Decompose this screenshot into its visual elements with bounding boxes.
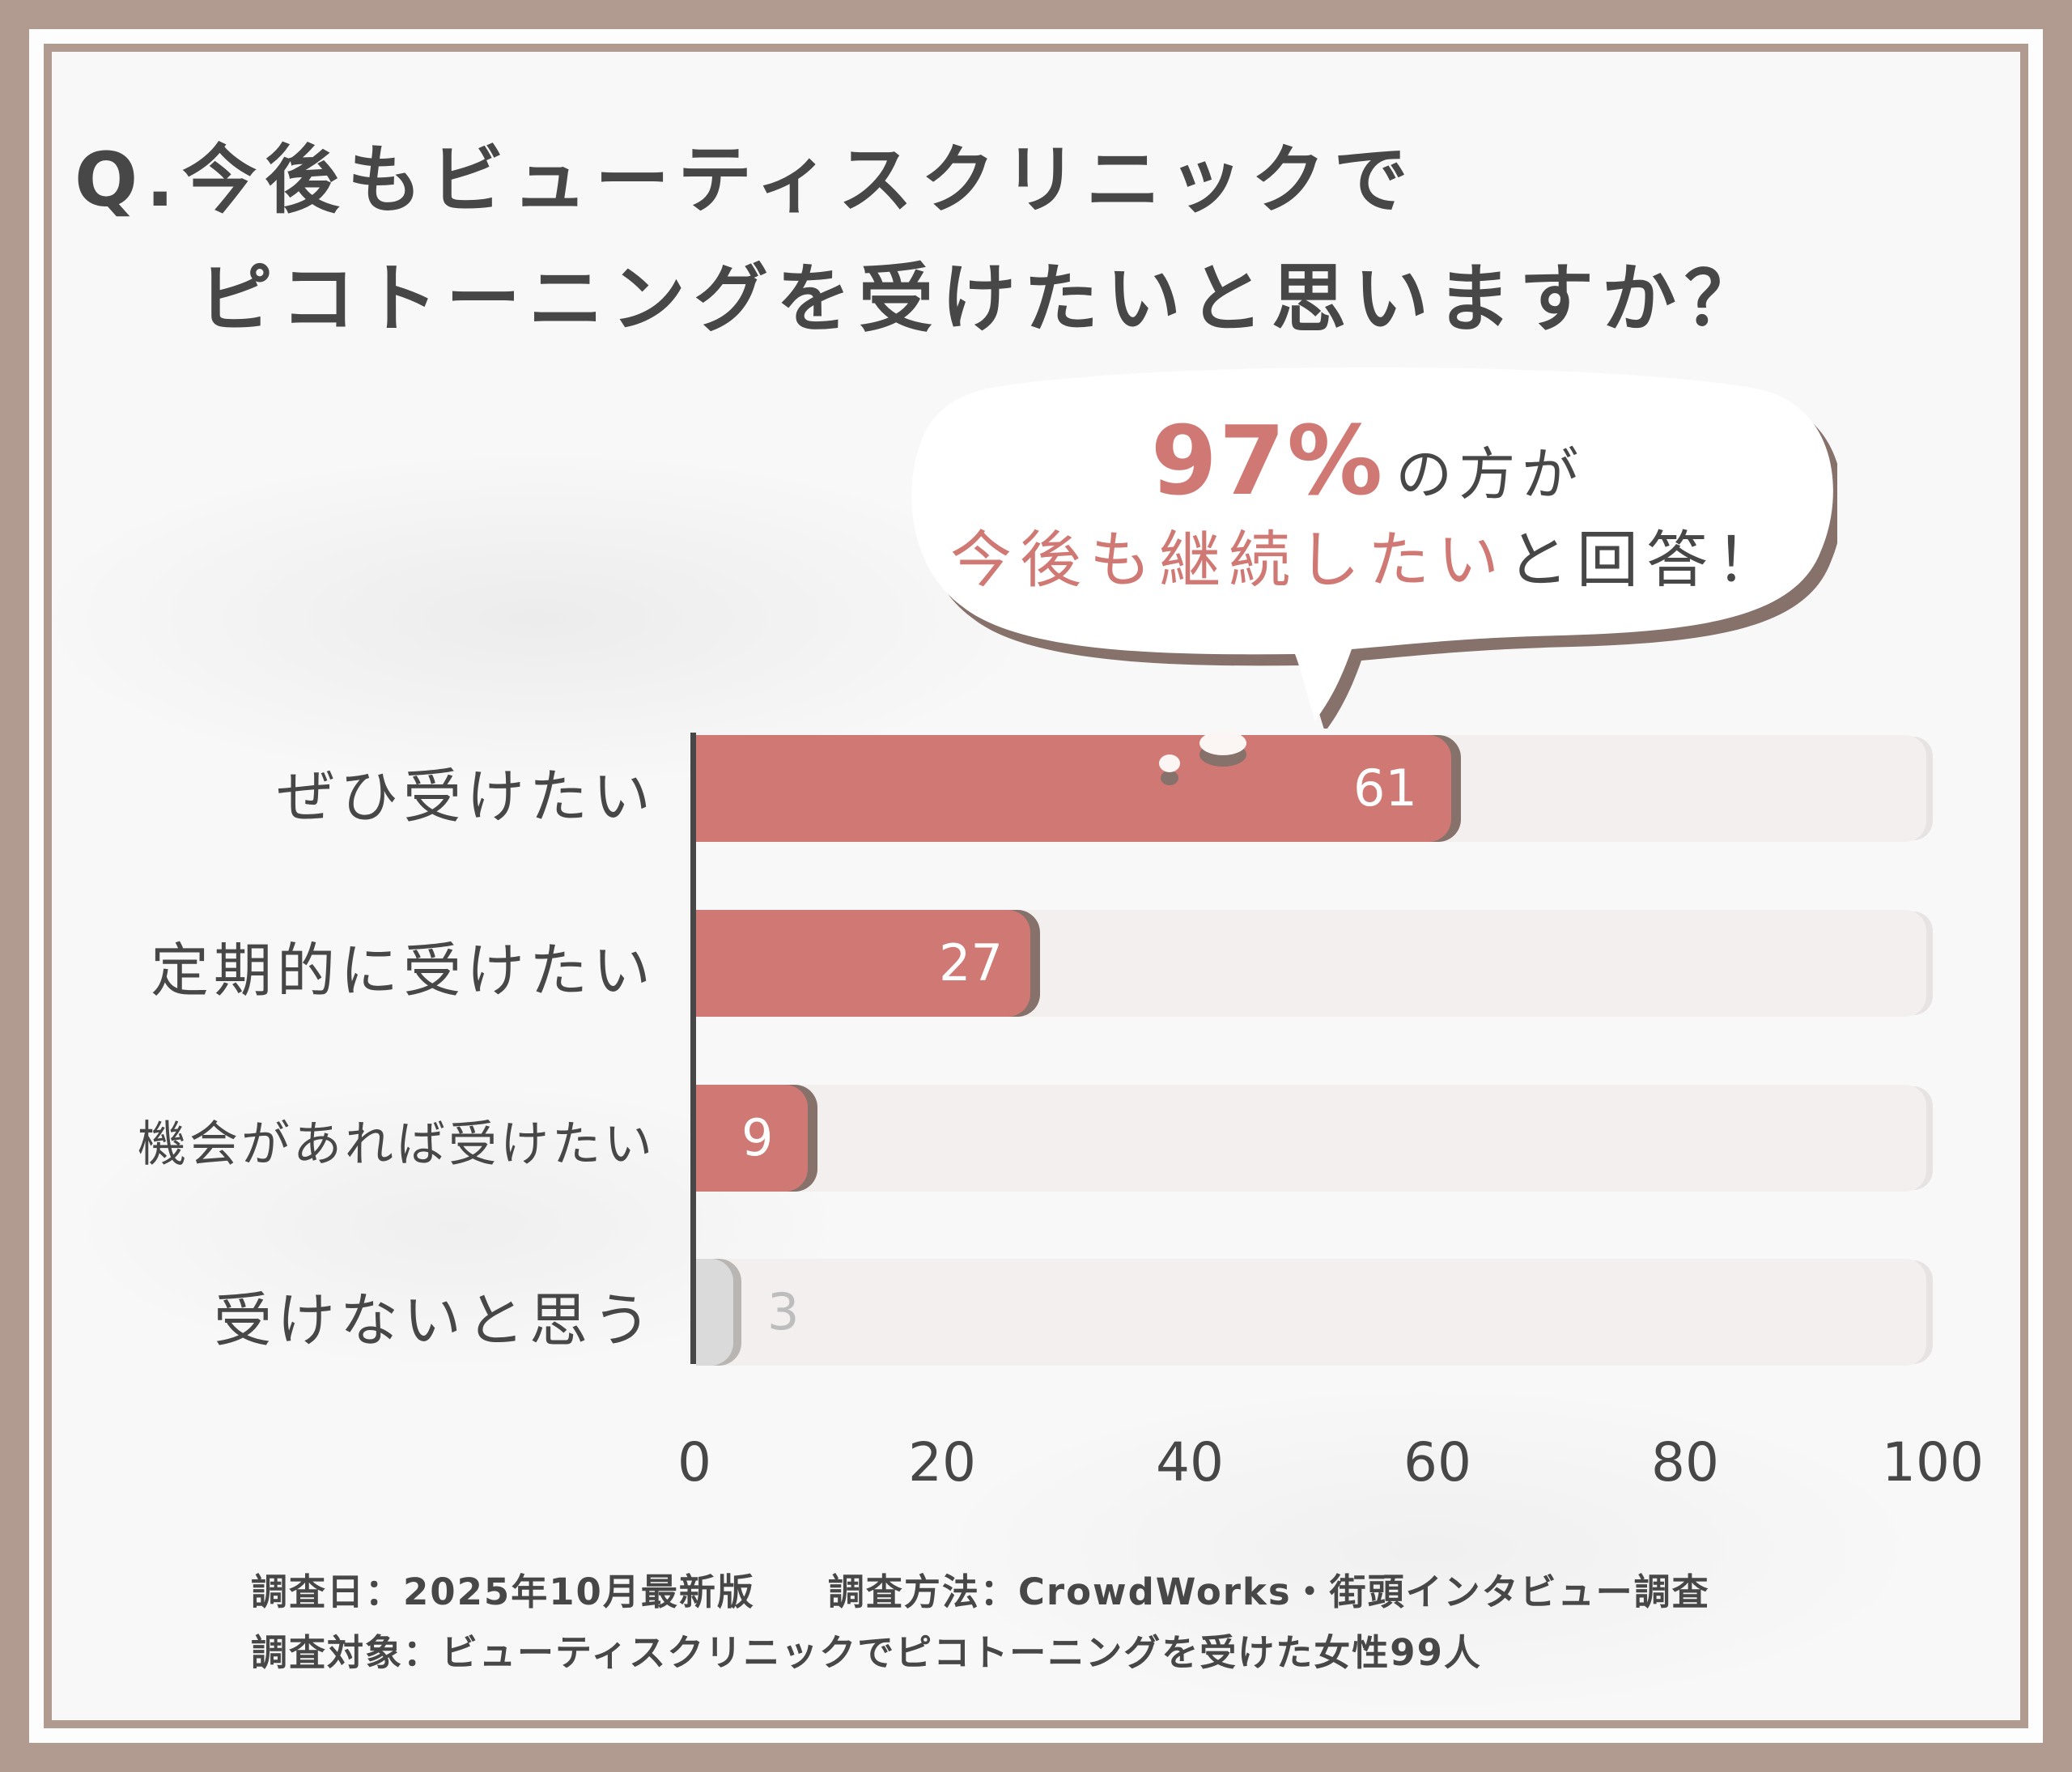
bar-row: 27 [696, 910, 1934, 1017]
survey-method: 調査方法：CrowdWorks・街頭インタビュー調査 [827, 1570, 1710, 1613]
category-label: 機会があれば受けたい [138, 1116, 656, 1173]
speech-bubble-shape-icon [911, 367, 1837, 729]
callout-highlight: 今後も継続したい [950, 524, 1507, 596]
callout-line1: 97% の方が [898, 405, 1837, 516]
bar-ukenai [696, 1259, 733, 1366]
bar-track [696, 1085, 1926, 1192]
x-tick-label: 60 [1403, 1431, 1471, 1494]
callout-percent: 97% [1150, 405, 1385, 516]
bar-kikai [696, 1085, 808, 1192]
droplet-icon [1159, 754, 1180, 772]
survey-date: 調査日：2025年10月最新版 [251, 1570, 755, 1613]
survey-target: 調査対象：ビューティスクリニックでピコトーニングを受けた女性99人 [251, 1631, 1482, 1674]
speech-bubble-callout: 97% の方が 今後も継続したいと回答！ [898, 364, 1837, 729]
bar-value-label: 27 [939, 933, 1003, 992]
callout-line2: 今後も継続したいと回答！ [898, 510, 1837, 599]
x-tick-label: 80 [1651, 1431, 1719, 1494]
x-tick-label: 0 [677, 1431, 711, 1494]
x-tick-label: 100 [1882, 1431, 1984, 1494]
bar-row: 9 [696, 1085, 1934, 1192]
category-label: 受けないと思う [213, 1286, 656, 1354]
bar-value-label: 61 [1353, 759, 1417, 818]
bar-row: 61 [696, 735, 1934, 842]
category-label: 定期的に受けたい [150, 937, 656, 1005]
x-tick-label: 40 [1156, 1431, 1224, 1494]
category-label: ぜひ受けたい [276, 763, 656, 831]
bar-value-label: 9 [741, 1108, 774, 1167]
bar-row: 3 [696, 1259, 1934, 1366]
x-tick-label: 20 [908, 1431, 976, 1494]
y-axis-line [690, 733, 696, 1364]
droplet-icon [1199, 731, 1246, 755]
callout-line2-rest: と回答！ [1507, 524, 1785, 596]
bar-value-label: 3 [767, 1282, 800, 1341]
bar-teiki [696, 910, 1030, 1017]
callout-line1-rest: の方が [1395, 441, 1586, 508]
content-panel [52, 52, 2020, 1720]
question-title-line2: ピコトーニングを受けたいと思いますか？ [198, 256, 1768, 342]
bar-track [696, 1259, 1926, 1366]
question-title-line1: Q.今後もビューティスクリニックで [74, 137, 1416, 223]
survey-info-line1: 調査日：2025年10月最新版 調査方法：CrowdWorks・街頭インタビュー調… [251, 1562, 1710, 1615]
bar-zehi [696, 735, 1451, 842]
